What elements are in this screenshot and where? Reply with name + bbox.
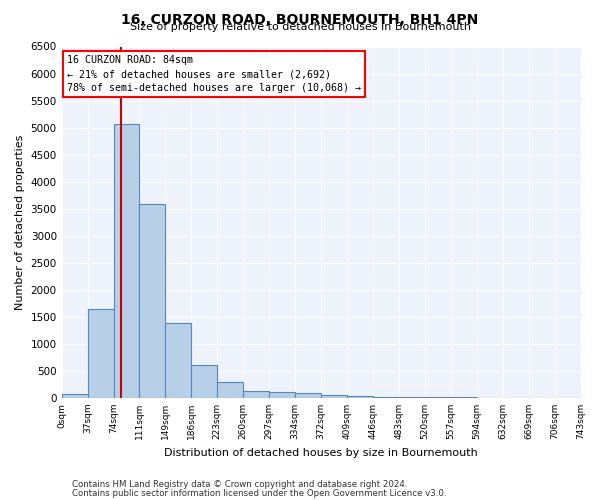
Bar bbox=[62, 394, 88, 398]
Bar bbox=[269, 392, 295, 398]
Bar bbox=[295, 393, 321, 398]
Bar bbox=[166, 323, 191, 398]
Bar bbox=[113, 124, 139, 398]
Bar bbox=[373, 397, 399, 398]
Text: 16, CURZON ROAD, BOURNEMOUTH, BH1 4PN: 16, CURZON ROAD, BOURNEMOUTH, BH1 4PN bbox=[121, 12, 479, 26]
Text: Contains public sector information licensed under the Open Government Licence v3: Contains public sector information licen… bbox=[72, 488, 446, 498]
Y-axis label: Number of detached properties: Number of detached properties bbox=[15, 134, 25, 310]
Bar bbox=[243, 391, 269, 398]
X-axis label: Distribution of detached houses by size in Bournemouth: Distribution of detached houses by size … bbox=[164, 448, 478, 458]
Text: Contains HM Land Registry data © Crown copyright and database right 2024.: Contains HM Land Registry data © Crown c… bbox=[72, 480, 407, 489]
Bar bbox=[399, 397, 425, 398]
Bar bbox=[347, 396, 373, 398]
Bar bbox=[217, 382, 243, 398]
Text: 16 CURZON ROAD: 84sqm
← 21% of detached houses are smaller (2,692)
78% of semi-d: 16 CURZON ROAD: 84sqm ← 21% of detached … bbox=[67, 56, 361, 94]
Bar bbox=[191, 365, 217, 398]
Text: Size of property relative to detached houses in Bournemouth: Size of property relative to detached ho… bbox=[130, 22, 470, 32]
Bar bbox=[321, 395, 347, 398]
Bar bbox=[139, 204, 166, 398]
Bar bbox=[88, 310, 113, 398]
